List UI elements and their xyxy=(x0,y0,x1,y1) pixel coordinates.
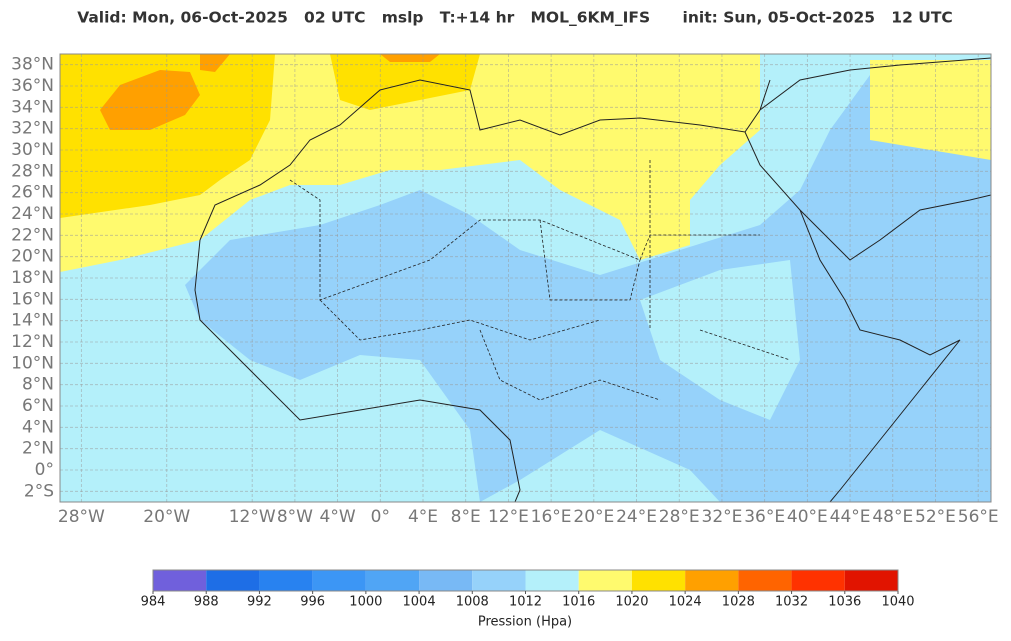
colorbar-tick-label: 984 xyxy=(141,595,166,610)
colorbar-tick-label: 1028 xyxy=(722,595,755,610)
y-tick-label: 12°N xyxy=(11,332,54,352)
x-tick-label: 28°W xyxy=(58,507,105,527)
x-tick-label: 24°E xyxy=(616,507,657,527)
x-tick-label: 0° xyxy=(371,507,390,527)
colorbar-tick-label: 1032 xyxy=(775,595,808,610)
y-tick-label: 2°N xyxy=(22,439,54,459)
colorbar-segment xyxy=(153,570,207,591)
colorbar-tick-label: 1024 xyxy=(669,595,702,610)
y-tick-label: 22°N xyxy=(11,225,54,245)
x-tick-label: 20°W xyxy=(143,507,190,527)
field-1016 xyxy=(60,54,991,272)
x-tick-label: 20°E xyxy=(573,507,614,527)
x-tick-label: 40°E xyxy=(787,507,828,527)
y-tick-label: 18°N xyxy=(11,268,54,288)
x-tick-label: 44°E xyxy=(830,507,871,527)
colorbar-segment xyxy=(631,570,686,591)
colorbar-tick-label: 1000 xyxy=(349,595,382,610)
colorbar-tick-label: 1004 xyxy=(403,595,436,610)
title: Valid: Mon, 06-Oct-2025 02 UTC mslp T:+1… xyxy=(77,9,953,27)
field-1012 xyxy=(640,260,800,420)
x-tick-label: 36°E xyxy=(744,507,785,527)
graticule xyxy=(60,54,991,502)
y-tick-label: 16°N xyxy=(11,289,54,309)
colorbar: 984 988 992 996 1000 1004 1008 1012 1016 1020 1024… xyxy=(141,569,915,610)
colorbar-tick-label: 1040 xyxy=(881,595,914,610)
y-tick-label: 6°N xyxy=(22,396,54,416)
coastline xyxy=(194,57,991,502)
x-tick-label: 12°W xyxy=(229,507,276,527)
colorbar-segment xyxy=(738,570,792,591)
y-tick-label: 14°N xyxy=(11,311,54,331)
colorbar-segment xyxy=(472,570,526,591)
y-tick-label: 34°N xyxy=(11,97,54,117)
x-tick-label: 8°W xyxy=(277,507,313,527)
colorbar-segment xyxy=(685,570,739,591)
x-tick-label: 52°E xyxy=(915,507,956,527)
colorbar-tick-label: 1020 xyxy=(615,595,648,610)
colorbar-tick-label: 1012 xyxy=(509,595,542,610)
colorbar-tick-label: 996 xyxy=(300,595,325,610)
colorbar-segment xyxy=(206,570,260,591)
x-tick-label: 48°E xyxy=(872,507,913,527)
y-tick-label: 32°N xyxy=(11,119,54,139)
colorbar-tick-label: 1016 xyxy=(562,595,595,610)
x-tick-label: 28°E xyxy=(659,507,700,527)
y-tick-label: 28°N xyxy=(11,161,54,181)
x-tick-label: 12°E xyxy=(488,507,529,527)
y-tick-label: 26°N xyxy=(11,183,54,203)
colorbar-segment xyxy=(312,570,366,591)
field-1024 xyxy=(100,54,440,130)
colorbar-tick-label: 1036 xyxy=(828,595,861,610)
y-tick-label: 10°N xyxy=(11,353,54,373)
colorbar-segment xyxy=(365,570,420,591)
x-tick-label: 56°E xyxy=(958,507,999,527)
y-tick-label: 20°N xyxy=(11,247,54,267)
colorbar-tick-label: 1008 xyxy=(456,595,489,610)
y-tick-label: 4°N xyxy=(22,417,54,437)
y-tick-label: 38°N xyxy=(11,55,54,75)
x-tick-label: 32°E xyxy=(702,507,743,527)
colorbar-segment xyxy=(791,570,845,591)
x-tick-label: 16°E xyxy=(531,507,572,527)
colorbar-label: Pression (Hpa) xyxy=(478,615,572,630)
colorbar-segment xyxy=(844,570,898,591)
x-tick-label: 4°E xyxy=(408,507,438,527)
y-tick-label: 0° xyxy=(35,460,54,480)
y-tick-label: 8°N xyxy=(22,375,54,395)
field-1008 xyxy=(185,75,991,502)
colorbar-segment xyxy=(578,570,632,591)
colorbar-tick-label: 992 xyxy=(247,595,272,610)
country-border xyxy=(289,160,791,401)
colorbar-segment xyxy=(259,570,313,591)
colorbar-segment xyxy=(525,570,579,591)
y-tick-label: 36°N xyxy=(11,76,54,96)
map-frame xyxy=(59,53,992,503)
x-tick-label: 4°W xyxy=(320,507,356,527)
y-tick-label: 2°S xyxy=(24,481,54,501)
coastlines xyxy=(194,57,991,502)
colorbar-tick-label: 988 xyxy=(194,595,219,610)
y-tick-label: 24°N xyxy=(11,204,54,224)
colorbar-segment xyxy=(419,570,473,591)
x-tick-label: 8°E xyxy=(451,507,481,527)
y-tick-label: 30°N xyxy=(11,140,54,160)
